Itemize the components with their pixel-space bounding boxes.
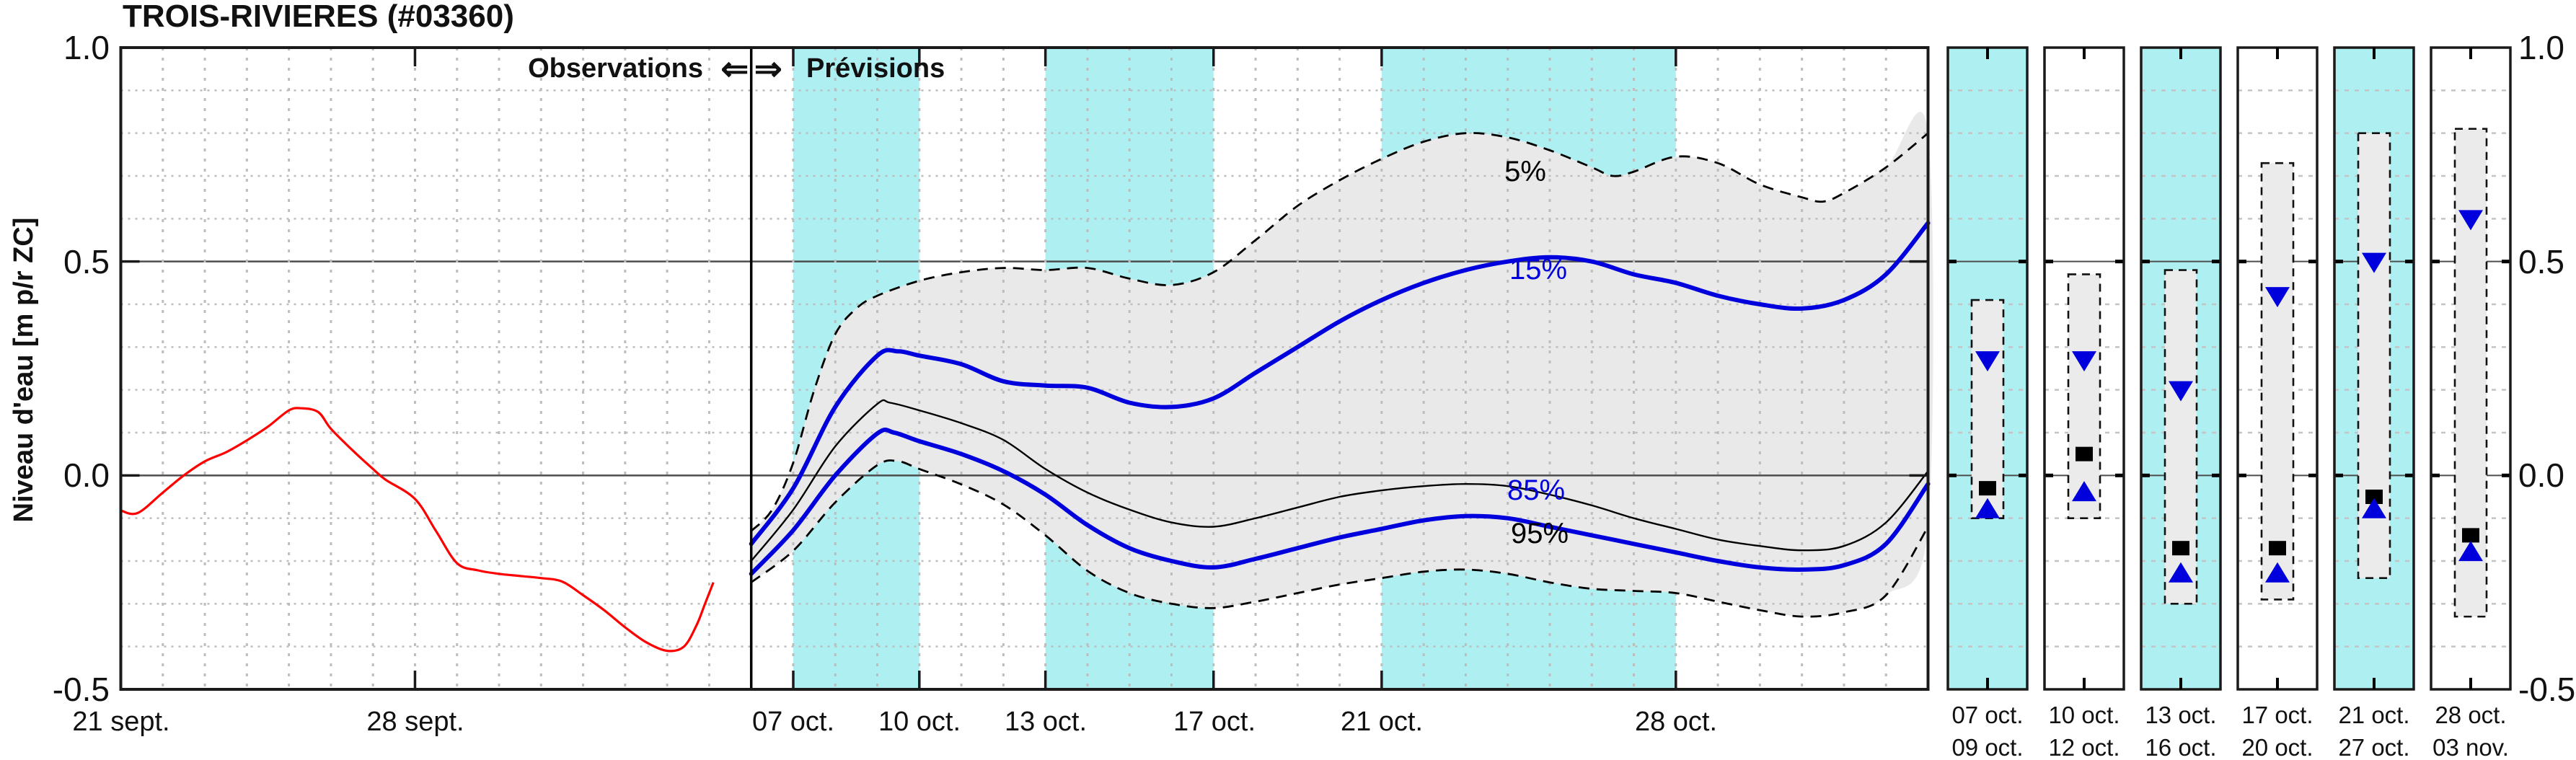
median-marker-icon (2269, 541, 2286, 556)
x-tick-17-oct: 17 oct. (1173, 707, 1256, 737)
panel-range-bar (2260, 162, 2295, 601)
p15-marker-icon (2169, 381, 2193, 402)
panel-2-start-date: 10 oct. (2048, 702, 2120, 728)
panel-3-end-date: 16 oct. (2145, 734, 2217, 760)
panel-5-end-date: 27 oct. (2338, 734, 2410, 760)
y-tick-right-1.0: 1.0 (2518, 29, 2564, 66)
panel-range-bar (2357, 132, 2391, 580)
p85-marker-icon (2458, 541, 2483, 562)
y-tick-left-1.0: 1.0 (63, 29, 110, 66)
panel-4-start-date: 17 oct. (2241, 702, 2313, 728)
p15-marker-icon (2265, 287, 2290, 308)
arrow-right-icon: ⇒ (754, 50, 782, 87)
y-axis-title: Niveau d'eau [m p/r ZC] (9, 217, 39, 523)
y-tick-left-0.5: 0.5 (63, 243, 110, 280)
y-tick-left--0.5: -0.5 (52, 671, 110, 708)
summary-panel-4 (2236, 46, 2319, 691)
panel-5-start-date: 21 oct. (2338, 702, 2410, 728)
summary-panel-2 (2043, 46, 2125, 691)
p85-marker-icon (2169, 562, 2193, 583)
p15-marker-icon (2072, 351, 2096, 372)
median-marker-icon (2462, 528, 2479, 543)
y-tick-right-0.0: 0.0 (2518, 456, 2564, 494)
pct85-curve-label: 85% (1507, 474, 1566, 506)
observations-label: Observations (528, 53, 703, 84)
p85-marker-icon (2265, 562, 2290, 583)
pct15-curve-label: 15% (1509, 254, 1568, 286)
p15-marker-icon (1975, 351, 2000, 372)
panel-range-bar (2067, 273, 2101, 519)
median-marker-icon (1979, 481, 1996, 496)
summary-panel-6 (2430, 46, 2512, 691)
y-tick-right-0.5: 0.5 (2518, 243, 2564, 280)
x-tick-07-oct: 07 oct. (751, 707, 835, 737)
p15-marker-icon (2458, 210, 2483, 231)
median-marker-icon (2172, 541, 2189, 556)
pct5-curve-label: 5% (1504, 156, 1546, 187)
p85-marker-icon (1975, 498, 2000, 518)
y-tick-left-0.0: 0.0 (63, 456, 110, 494)
x-tick-28-sept: 28 sept. (366, 707, 464, 737)
pct95-curve-label: 95% (1510, 518, 1569, 549)
panel-6-start-date: 28 oct. (2435, 702, 2507, 728)
summary-panel-5 (2333, 46, 2415, 691)
panel-2-end-date: 12 oct. (2048, 734, 2120, 760)
panel-1-start-date: 07 oct. (1951, 702, 2024, 728)
previsions-label: Prévisions (806, 53, 945, 84)
median-marker-icon (2365, 489, 2383, 504)
median-marker-icon (2076, 446, 2093, 461)
x-tick-10-oct: 10 oct. (878, 707, 961, 737)
x-tick-13-oct: 13 oct. (1004, 707, 1088, 737)
summary-panel-3 (2140, 46, 2222, 691)
p15-marker-icon (2362, 252, 2386, 273)
panel-4-end-date: 20 oct. (2241, 734, 2313, 760)
summary-panel-1 (1946, 46, 2029, 691)
x-tick-28-oct: 28 oct. (1634, 707, 1718, 737)
panel-1-end-date: 09 oct. (1951, 734, 2024, 760)
p85-marker-icon (2362, 498, 2386, 518)
p85-marker-icon (2072, 481, 2096, 502)
x-tick-21-oct: 21 oct. (1340, 707, 1424, 737)
page-title: TROIS-RIVIERES (#03360) (123, 0, 514, 34)
panel-6-end-date: 03 nov. (2432, 734, 2509, 760)
panel-3-start-date: 13 oct. (2145, 702, 2217, 728)
x-tick-21-sept: 21 sept. (72, 707, 170, 737)
y-tick-right--0.5: -0.5 (2518, 671, 2576, 708)
arrow-left-icon: ⇐ (720, 50, 749, 87)
